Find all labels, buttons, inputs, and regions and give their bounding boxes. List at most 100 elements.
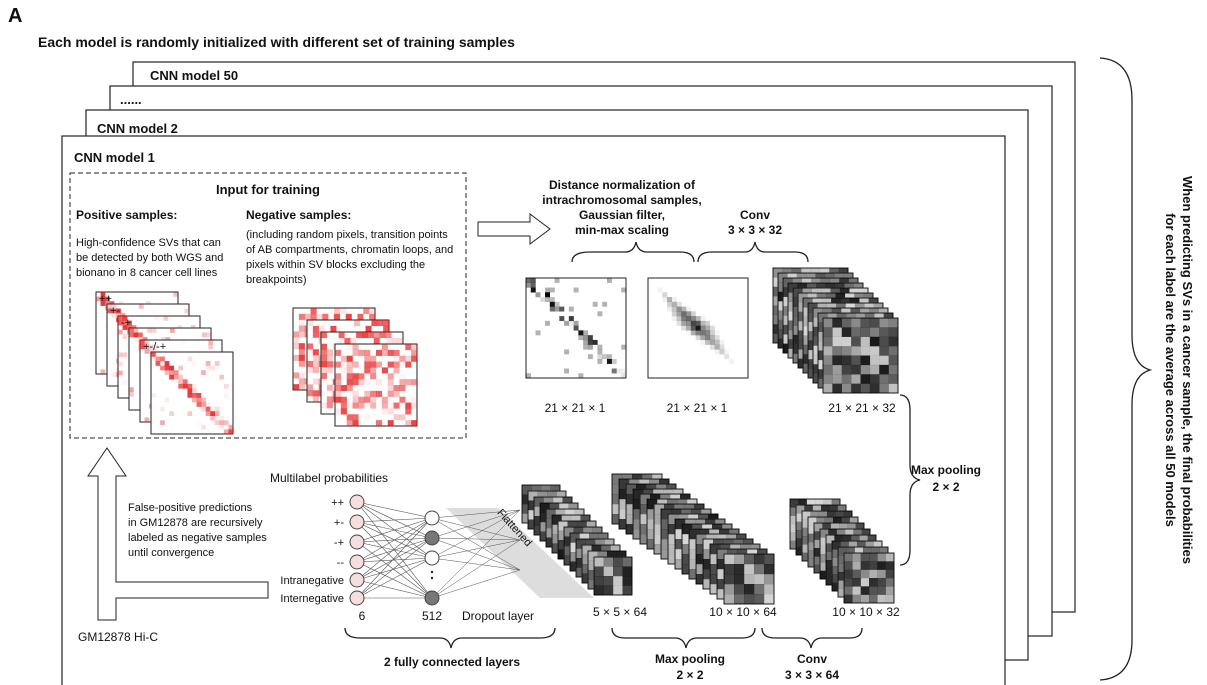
heatmap-cell [228,429,234,435]
heatmap-cell [851,535,860,544]
heatmap-cell [214,415,220,421]
heatmap-cell [621,287,627,293]
heatmap-cell [340,408,347,415]
heatmap-cell [869,355,880,366]
heatmap-cell [219,415,225,421]
heatmap-cell [852,586,861,595]
heatmap-cell [381,344,388,351]
input-title: Input for training [216,182,320,197]
heatmap-cell [352,414,359,421]
heatmap-cell [860,586,870,595]
heatmap-cell [214,411,220,416]
heatmap-cell [346,367,353,374]
heatmap-cell [851,364,861,375]
heatmap-cell [160,356,165,362]
heatmap-cell [764,564,775,575]
heatmap-cell [169,370,174,375]
heatmap-cell [719,349,725,355]
arrow-right [477,213,551,245]
heatmap-cell [853,529,862,538]
heatmap-cell [869,346,880,356]
heatmap-cell [832,574,841,583]
heatmap-cell [661,509,672,520]
heatmap-cell [129,391,134,397]
heatmap-cell [869,569,878,579]
heatmap-cell [547,491,557,501]
heatmap-cell [640,534,651,545]
heatmap-cell [118,316,123,321]
heatmap-cell [616,551,627,561]
preprocess-text: Gaussian filter, [579,208,665,222]
heatmap-cell [298,349,305,356]
heatmap-cell [675,519,686,530]
heatmap-cell [100,296,106,302]
hidden-node [424,530,440,546]
heatmap-cell [714,330,720,336]
heatmap-cell [603,585,614,596]
heatmap-cell [654,524,665,535]
heatmap-cell [690,330,696,336]
heatmap-cell [371,320,378,327]
heatmap-cell [298,360,305,367]
heatmap-cell [571,515,581,525]
positive-text: be detected by both WGS and [76,252,223,264]
heatmap-cell [860,336,871,347]
heatmap-cell [622,557,633,567]
heatmap-cell [376,379,383,386]
heatmap-cell [549,301,555,307]
heatmap-cell [307,355,313,361]
heatmap-cell [869,553,878,562]
heatmap-cell [205,402,211,407]
heatmap-cell [298,331,305,338]
heatmap-cell [149,344,154,350]
heatmap-cell [383,325,390,332]
heatmap-cell [824,517,834,526]
heatmap-cell [591,545,602,555]
heatmap-cell [540,297,546,303]
heatmap-cell [383,320,390,327]
heatmap-cell [613,576,623,586]
heatmap-cell [796,530,805,539]
ellipsis-dot [430,570,434,574]
heatmap-cell [546,509,556,519]
heatmap-cell [214,420,220,426]
ensemble-note: for each label are the average across al… [1163,213,1178,527]
heatmap-cell [597,349,603,355]
heatmap-cell [843,511,853,520]
heatmap-cell [877,553,886,562]
shape-label: 5 × 5 × 64 [593,605,647,619]
heatmap-cell [869,383,880,394]
heatmap-cell [838,572,847,581]
heatmap-cell [373,337,380,344]
heatmap-cell [860,578,870,587]
heatmap-cell [582,573,592,584]
heatmap-cell [832,364,842,375]
heatmap-cell [675,549,686,560]
heatmap-cell [823,327,833,337]
heatmap-cell [298,319,305,326]
heatmap-cell [187,356,193,362]
connection [356,561,433,599]
heatmap-cell [192,383,197,389]
heatmap-cell [583,527,593,537]
heatmap-cell [662,297,668,303]
heatmap-cell [640,524,651,535]
heatmap-cell [197,420,202,425]
heatmap-cell [844,586,853,595]
heatmap-cell [583,339,589,345]
heatmap-cell [118,320,123,326]
heatmap-cell [587,354,593,360]
heatmap-cell [592,339,598,345]
heatmap-cell [321,355,328,362]
heatmap-cell [154,316,160,321]
heatmap-cell [888,336,899,347]
heatmap-cell [808,517,817,526]
heatmap-cell [573,320,579,326]
heatmap-cell [381,349,388,356]
heatmap-cell [534,525,544,536]
heatmap-cell [187,388,193,394]
heatmap-cell [530,287,536,293]
heatmap-cell [844,561,853,570]
heatmap-cell [841,346,852,356]
heatmap-cell [173,374,179,380]
